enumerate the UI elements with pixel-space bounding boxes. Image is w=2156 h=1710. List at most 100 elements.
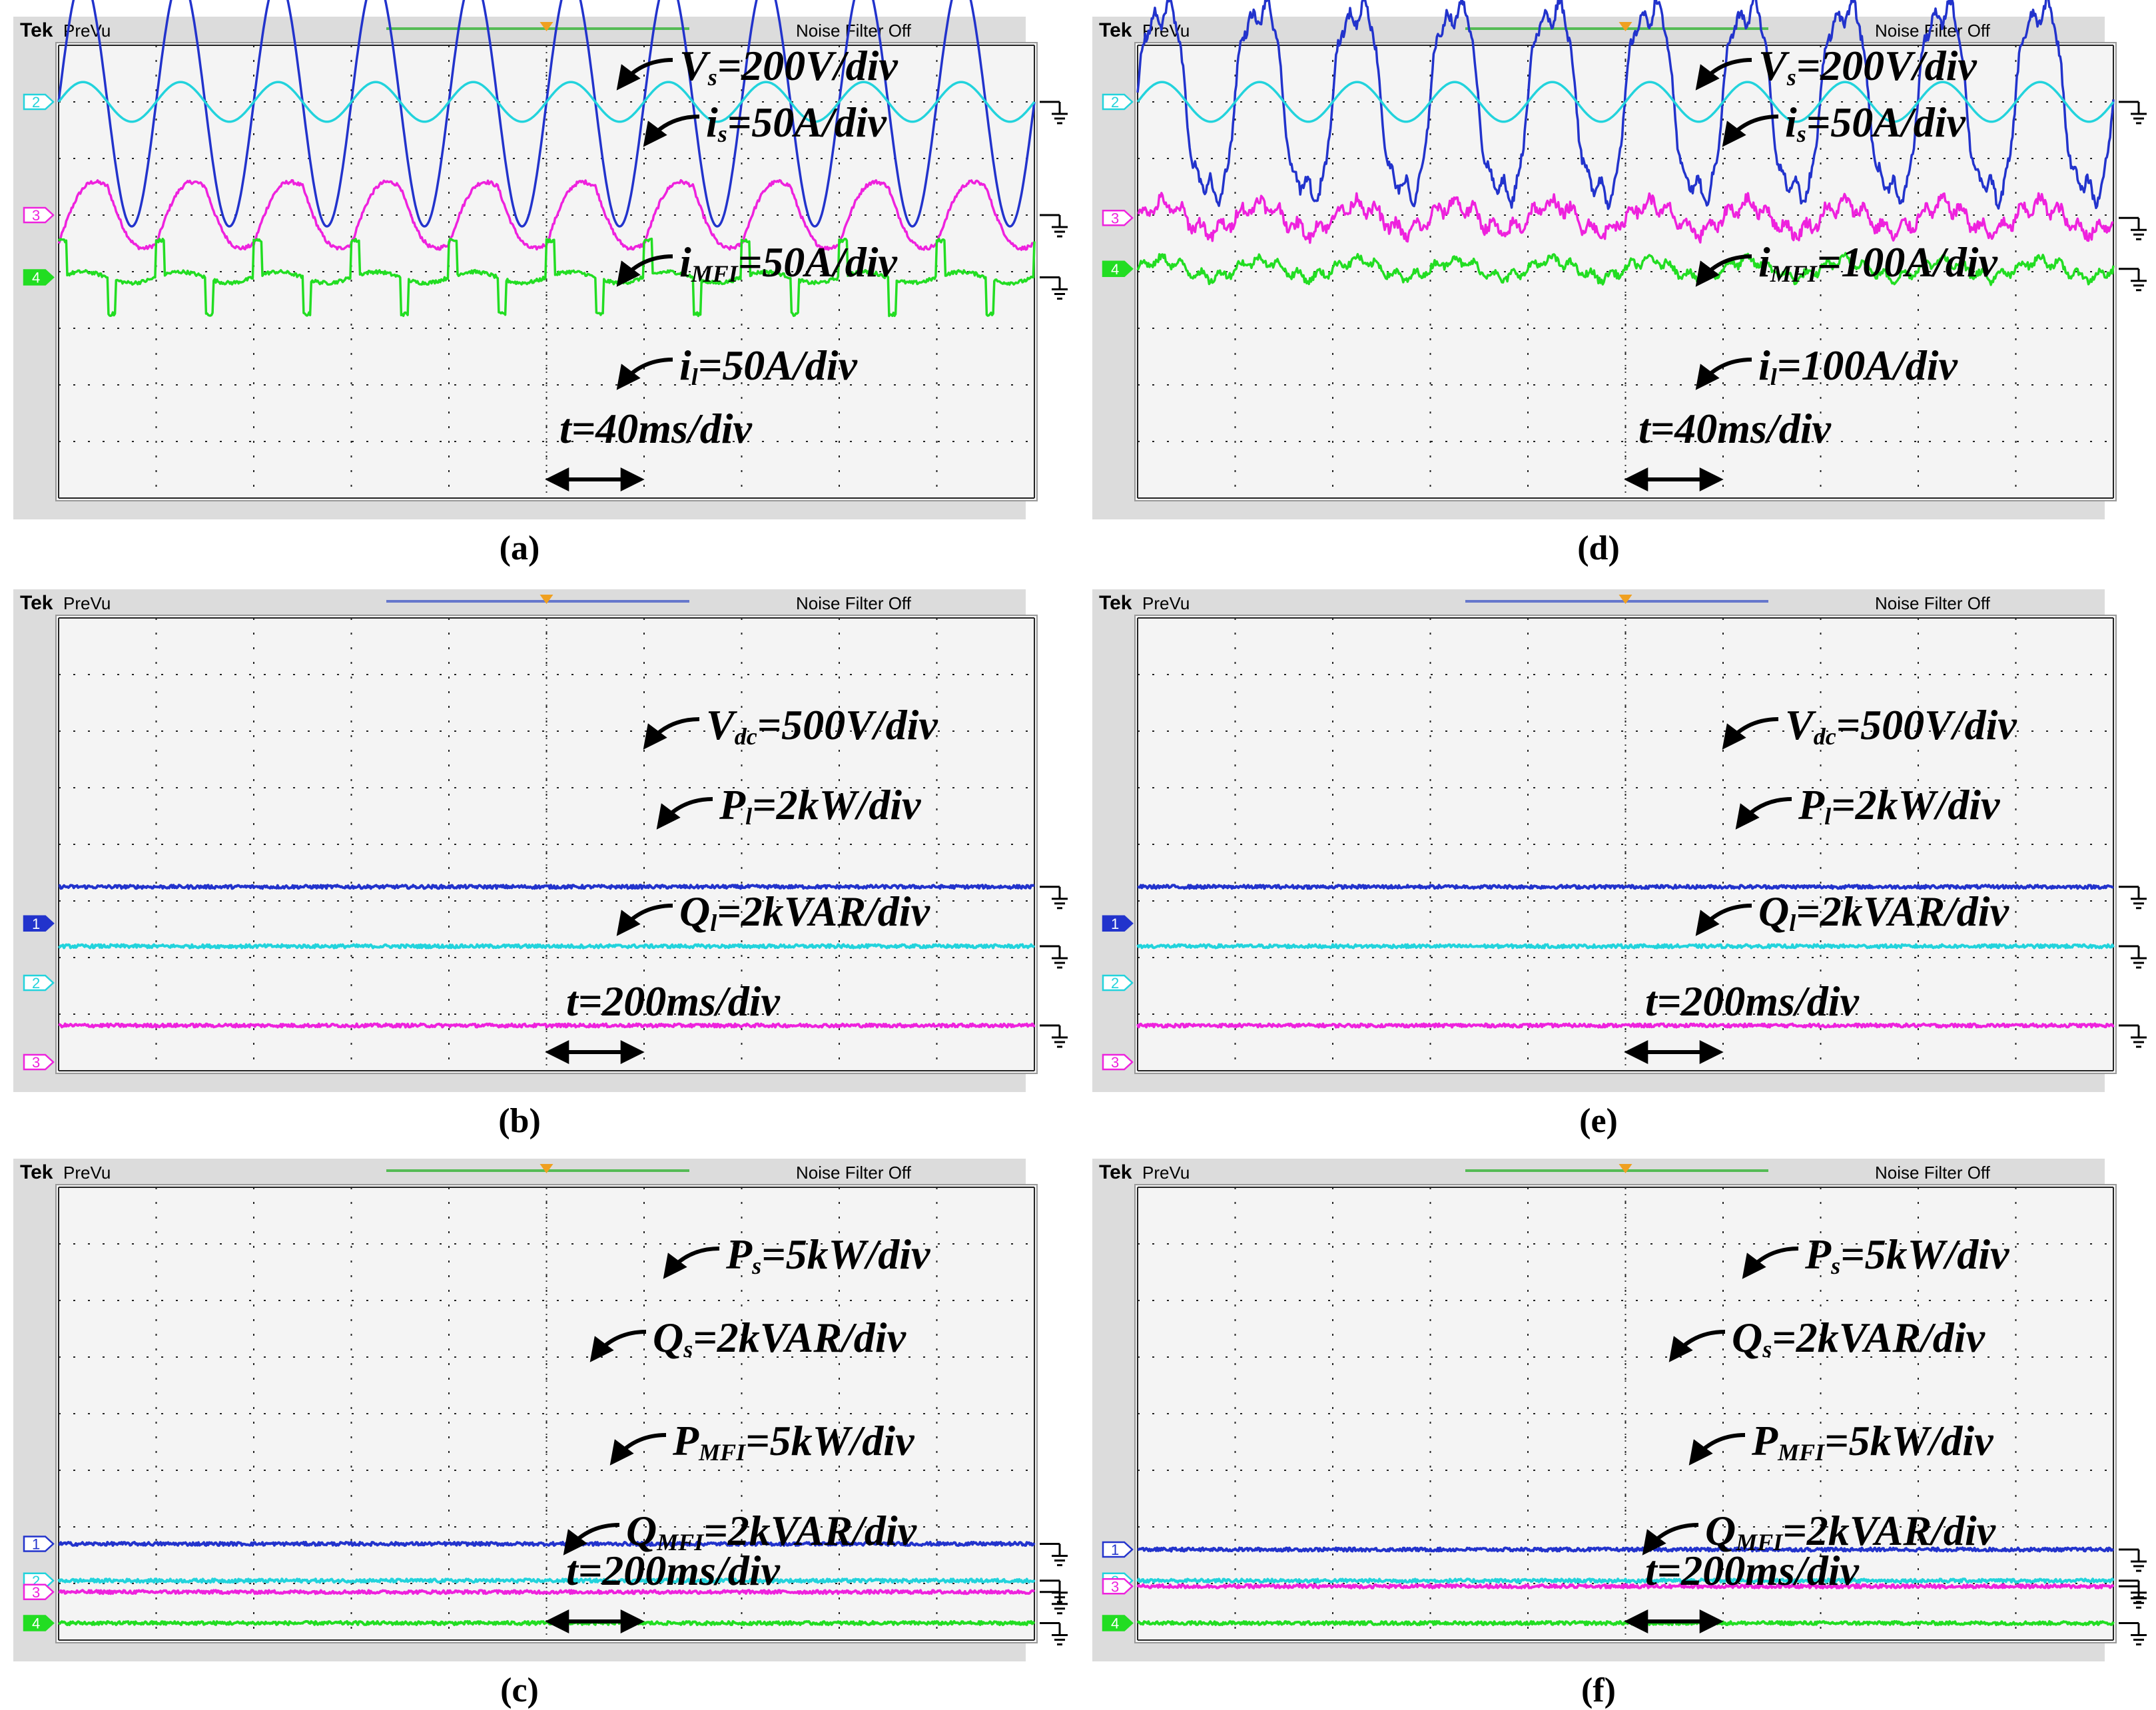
channel-marker-icon: 4	[1102, 1615, 1134, 1632]
annotation-label: Ps=5kW/div	[1804, 1231, 2009, 1279]
annotation-label: QMFI=2kVAR/div	[1705, 1507, 1996, 1556]
annotation-label: PMFI=5kW/div	[672, 1417, 914, 1466]
mode-label: PreVu	[1142, 593, 1190, 613]
annotation-value: =2kVAR/div	[703, 1507, 916, 1554]
ground-icon	[2119, 268, 2147, 292]
channel-marker-shape	[23, 1583, 55, 1600]
pointer-arrow-icon	[563, 1523, 620, 1556]
channel-marker-shape	[23, 269, 55, 286]
brand-label: Tek	[20, 592, 53, 614]
annotation-label: Vdc=500V/div	[1785, 701, 2017, 750]
channel-marker-label: 4	[32, 1615, 40, 1632]
ground-icon	[1040, 1024, 1068, 1048]
annotation-value: =2kVAR/div	[717, 888, 930, 935]
mode-label: PreVu	[63, 21, 111, 41]
ground-icon	[2119, 101, 2147, 125]
annotation-label: il=50A/div	[679, 342, 858, 390]
annotation-subscript: s	[717, 121, 727, 147]
panel-c: Tek PreVu Noise Filter Off1234Ps=5kW/divQs…	[13, 1159, 1068, 1709]
annotation-subscript: s	[1762, 1336, 1772, 1362]
annotation-subscript: l	[745, 803, 752, 830]
channel-marker-icon: 3	[1102, 1053, 1134, 1071]
annotation-subscript: s	[1796, 121, 1806, 147]
ground-icon	[2119, 1585, 2147, 1609]
annotation-value: =500V/div	[757, 701, 938, 748]
pointer-arrow-icon	[1688, 1433, 1746, 1466]
channel-marker-shape	[1102, 210, 1134, 226]
noise-filter-label: Noise Filter Off	[796, 1163, 912, 1183]
channel-marker-icon: 3	[23, 1583, 55, 1601]
annotation-subscript: l	[691, 364, 698, 390]
channel-marker-shape	[1102, 1541, 1134, 1558]
annotation-subscript: s	[683, 1336, 693, 1362]
channel-marker-icon: 4	[23, 1615, 55, 1632]
trace-Qs	[1136, 1577, 2115, 1584]
annotation-label: Vdc=500V/div	[706, 701, 938, 750]
annotation-label: iMFI=100A/div	[1758, 238, 1998, 287]
annotation-value: =200V/div	[717, 42, 898, 89]
channel-marker-icon: 4	[1102, 260, 1134, 278]
trace-is	[57, 81, 1036, 123]
channel-marker-label: 1	[1111, 1542, 1119, 1558]
annotation-subscript: s	[751, 1253, 761, 1279]
annotation-label: Vs=200V/div	[679, 42, 898, 91]
channel-marker-shape	[23, 93, 55, 111]
annotation-symbol: Q	[653, 1314, 683, 1361]
time-scale-label: t=200ms/div	[1645, 1547, 1860, 1594]
trace-il	[57, 237, 1036, 318]
annotation-value: =100A/div	[1817, 238, 1998, 286]
annotation-label: QMFI=2kVAR/div	[626, 1507, 917, 1556]
brand-label: Tek	[20, 1161, 53, 1183]
annotation-label: Pl=2kW/div	[719, 781, 921, 830]
brand-label: Tek	[1099, 592, 1132, 614]
annotation-symbol: i	[679, 342, 691, 389]
annotation-subscript: l	[710, 910, 717, 936]
annotation-value: =200V/div	[1796, 42, 1977, 89]
channel-marker-label: 1	[1111, 916, 1119, 932]
trace-PMFI	[1136, 1583, 2115, 1589]
trace-Vdc	[1137, 884, 2114, 890]
trigger-marker-icon	[1618, 595, 1632, 604]
pointer-arrow-icon	[1642, 1523, 1699, 1556]
channel-marker-label: 2	[32, 975, 40, 992]
channel-marker-label: 4	[32, 270, 40, 286]
pointer-arrow-icon	[1722, 115, 1779, 147]
annotation-label: Qs=2kVAR/div	[1732, 1314, 1985, 1362]
annotation-label: iMFI=50A/div	[679, 238, 898, 287]
pointer-arrow-icon	[656, 797, 713, 830]
ground-icon	[2119, 886, 2147, 910]
annotation-label: is=50A/div	[706, 99, 887, 147]
channel-marker-label: 3	[1111, 210, 1119, 226]
graticule	[58, 45, 1035, 499]
channel-marker-icon: 2	[23, 93, 55, 111]
annotation-value: =5kW/div	[1824, 1417, 1993, 1464]
channel-marker-label: 2	[32, 94, 40, 111]
channel-marker-shape	[23, 206, 55, 224]
panel-d: Tek PreVu Noise Filter Off234Vs=200V/divis…	[1092, 0, 2147, 567]
trace-il	[1136, 252, 2115, 286]
annotation-symbol: i	[706, 99, 718, 146]
pointer-arrow-icon	[616, 254, 673, 287]
annotation-subscript: MFI	[698, 1439, 747, 1466]
ground-icon	[2119, 945, 2147, 969]
annotation-symbol: V	[1758, 42, 1790, 89]
annotation-symbol: i	[1758, 238, 1770, 286]
annotation-subscript: s	[707, 64, 717, 91]
channel-marker-label: 2	[1111, 975, 1119, 992]
annotation-label: il=100A/div	[1758, 342, 1958, 390]
annotation-label: Ps=5kW/div	[725, 1231, 930, 1279]
annotation-label: Ql=2kVAR/div	[679, 888, 930, 936]
pointer-arrow-icon	[616, 358, 673, 390]
annotation-subscript: l	[1789, 910, 1796, 936]
mode-label: PreVu	[63, 593, 111, 613]
annotation-value: =50A/div	[727, 99, 887, 146]
annotation-symbol: P	[725, 1231, 753, 1278]
pointer-arrow-icon	[1722, 717, 1779, 750]
ground-icon	[1040, 1591, 1068, 1615]
channel-marker-label: 3	[1111, 1578, 1119, 1595]
channel-marker-icon: 1	[23, 915, 55, 932]
mode-label: PreVu	[1142, 1163, 1190, 1183]
noise-filter-label: Noise Filter Off	[1875, 1163, 1991, 1183]
